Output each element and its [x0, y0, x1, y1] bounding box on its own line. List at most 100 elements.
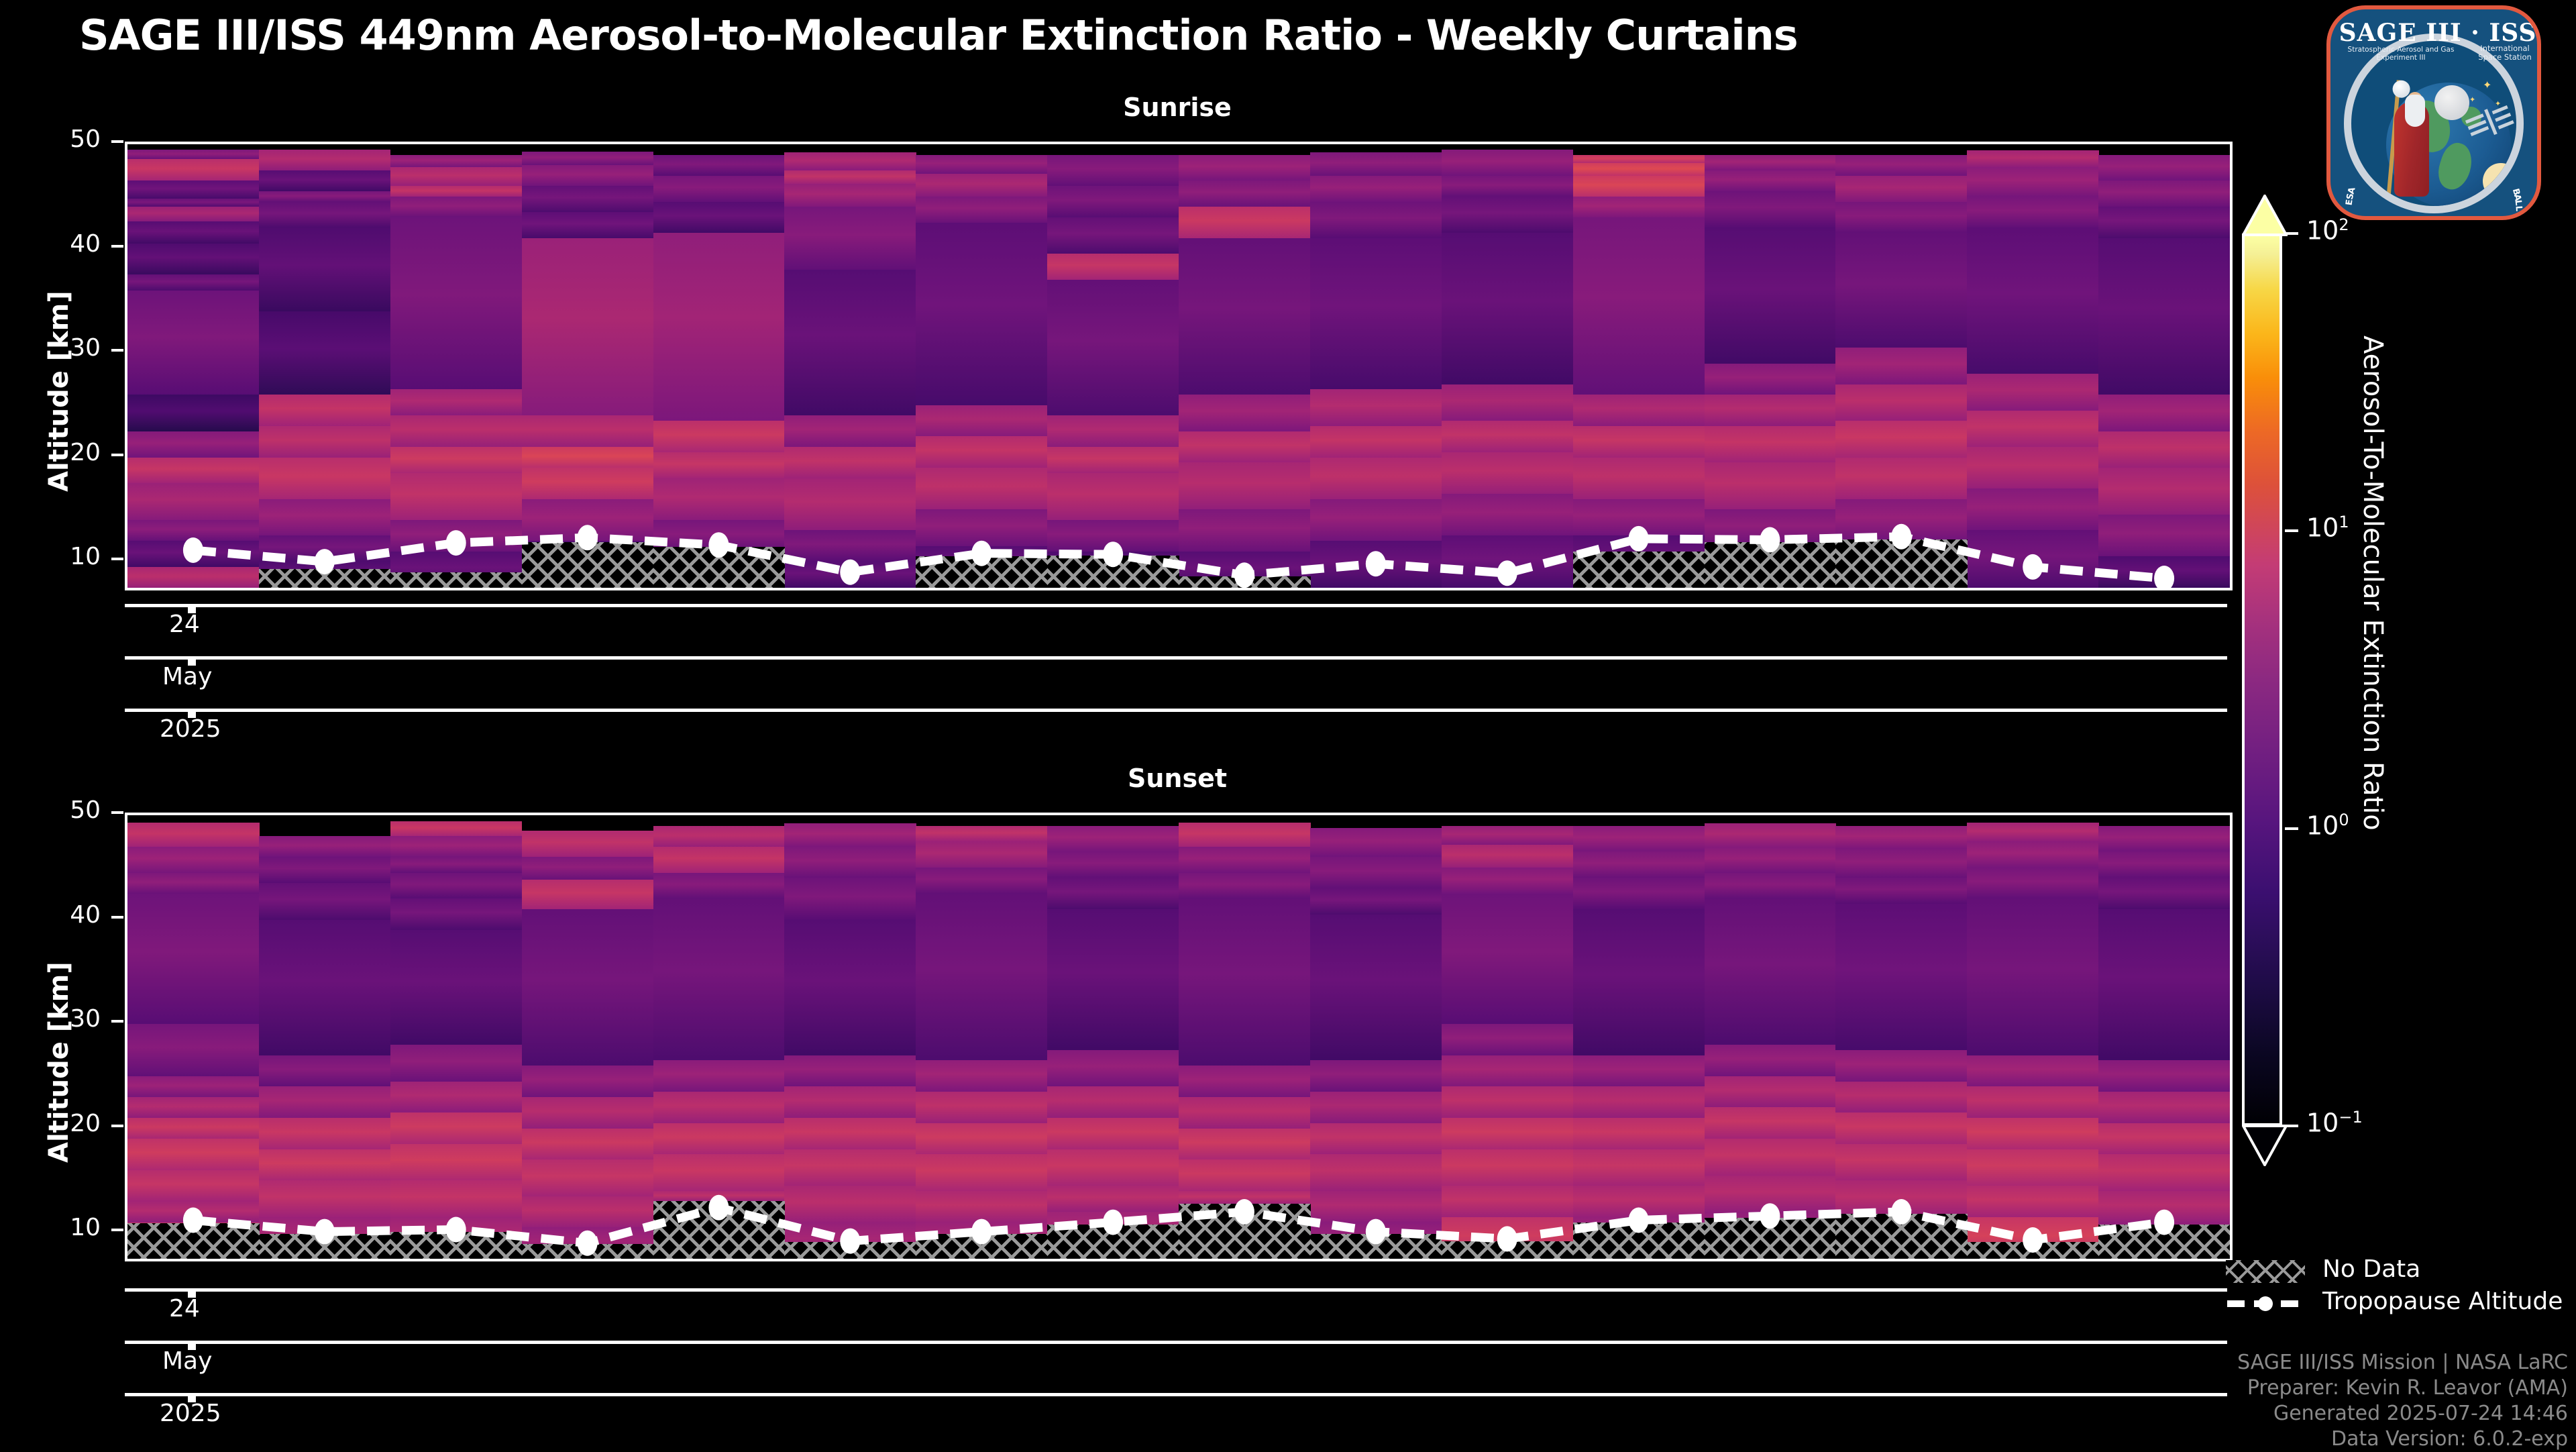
heatmap-column	[1967, 815, 2099, 1259]
y-tick-label: 40	[70, 229, 101, 258]
heatmap-cell	[1835, 499, 1968, 541]
heatmap-cell	[1047, 280, 1179, 416]
heatmap-cell	[1704, 823, 1837, 847]
heatmap-cell	[784, 530, 916, 562]
heatmap-cell	[1179, 872, 1311, 899]
no-data-region	[1309, 1233, 1442, 1259]
heatmap-cell	[653, 898, 786, 1061]
no-data-hatch-icon	[2226, 1260, 2305, 1283]
heatmap-cell	[521, 415, 654, 448]
heatmap-cell	[1441, 175, 1574, 197]
heatmap-cell	[258, 1118, 391, 1149]
heatmap-cell	[916, 1154, 1048, 1191]
logo-subtitle-right: International Space Station	[2478, 44, 2532, 62]
date-tick-day-sunset	[188, 1288, 196, 1298]
heatmap-cell	[2098, 395, 2230, 431]
heatmap-cell	[521, 151, 654, 166]
heatmap-cell	[1441, 196, 1574, 234]
date-spine-year-sunrise	[125, 709, 2227, 712]
y-tick-mark	[111, 244, 123, 248]
heatmap-cell	[1179, 238, 1311, 395]
heatmap-column	[1441, 815, 1574, 1259]
heatmap-cell	[1835, 421, 1968, 458]
heatmap-cell	[653, 1123, 786, 1155]
heatmap-column	[390, 815, 523, 1259]
heatmap-cell	[1572, 825, 1705, 852]
heatmap-cell	[1704, 1107, 1837, 1139]
heatmap-column	[1047, 144, 1179, 588]
y-tick-label: 20	[70, 1109, 101, 1137]
heatmap-cell	[1835, 1180, 1968, 1217]
footer-credits: SAGE III/ISS Mission | NASA LaRC Prepare…	[1763, 1350, 2568, 1452]
sun-icon	[2483, 163, 2516, 199]
heatmap-column	[1835, 144, 1968, 588]
heatmap-cell	[784, 478, 916, 531]
heatmap-cell	[1572, 1149, 1705, 1186]
heatmap-cell	[390, 186, 523, 197]
heatmap-cell	[521, 909, 654, 1066]
heatmap-cell	[127, 457, 260, 484]
heatmap-column	[784, 815, 916, 1259]
heatmap-cell	[258, 425, 391, 458]
heatmap-cell	[1967, 841, 2099, 868]
heatmap-cell	[916, 867, 1048, 894]
heatmap-cell	[258, 457, 391, 499]
heatmap-cell	[1047, 186, 1179, 217]
heatmap-cell	[521, 447, 654, 468]
heatmap-cell	[1441, 1086, 1574, 1119]
heatmap-cell	[1309, 1092, 1442, 1123]
heatmap-cell	[521, 880, 654, 909]
heatmap-cell	[127, 822, 260, 847]
no-data-region	[1047, 555, 1179, 588]
colorbar-axis-label: Aerosol-To-Molecular Extinction Ratio	[2357, 335, 2388, 831]
heatmap-cell	[1441, 1118, 1574, 1149]
date-label-month-sunrise: May	[162, 663, 213, 690]
y-tick-mark	[111, 811, 123, 814]
heatmap-cell	[2098, 515, 2230, 557]
heatmap-cell	[653, 1154, 786, 1191]
heatmap-cell	[1309, 857, 1442, 888]
heatmap-cell	[1441, 1186, 1574, 1217]
heatmap-column	[1309, 144, 1442, 588]
heatmap-cell	[1309, 175, 1442, 202]
heatmap-cell	[1967, 447, 2099, 489]
logo-title: SAGE III · ISS	[2339, 19, 2537, 47]
heatmap-cell	[258, 1055, 391, 1087]
y-tick-mark	[111, 1124, 123, 1127]
heatmap-cell	[784, 1118, 916, 1149]
heatmap-cell	[258, 836, 391, 858]
heatmap-cell	[2098, 1123, 2230, 1155]
date-spine-month-sunset	[125, 1341, 2227, 1344]
colorbar-tick-mark	[2285, 232, 2298, 235]
heatmap-cell	[1572, 909, 1705, 1055]
heatmap-cell	[390, 836, 523, 858]
heatmap-column	[2098, 815, 2230, 1259]
heatmap-cell	[1441, 494, 1574, 536]
date-spine-month-sunrise	[125, 656, 2227, 660]
date-label-month-sunset: May	[162, 1347, 213, 1375]
heatmap-cell	[1704, 154, 1837, 170]
heatmap-cell	[1309, 201, 1442, 238]
heatmap-column	[653, 144, 786, 588]
heatmap-cell	[258, 311, 391, 395]
date-tick-year-sunset	[188, 1393, 196, 1402]
heatmap-cell	[258, 883, 391, 920]
date-tick-month-sunrise	[188, 656, 196, 666]
heatmap-cell	[1047, 1086, 1179, 1119]
heatmap-column	[653, 815, 786, 1259]
heatmap-cell	[1835, 457, 1968, 499]
heatmap-cell	[653, 872, 786, 899]
heatmap-cell	[1047, 1049, 1179, 1087]
date-spine-day-sunset	[125, 1288, 2227, 1292]
heatmap-cell	[1179, 462, 1311, 510]
heatmap-cell	[390, 217, 523, 390]
colorbar-extend-min-icon	[2242, 1125, 2288, 1166]
date-label-year-sunset: 2025	[160, 1400, 221, 1427]
heatmap-cell	[390, 1112, 523, 1144]
heatmap-cell	[784, 562, 916, 588]
heatmap-cell	[1572, 425, 1705, 458]
heatmap-cell	[390, 415, 523, 448]
heatmap-cell	[127, 1024, 260, 1076]
colorbar-tick-label: 102	[2306, 215, 2349, 246]
logo-subtitle-left: Stratospheric Aerosol and Gas Experiment…	[2347, 46, 2455, 62]
